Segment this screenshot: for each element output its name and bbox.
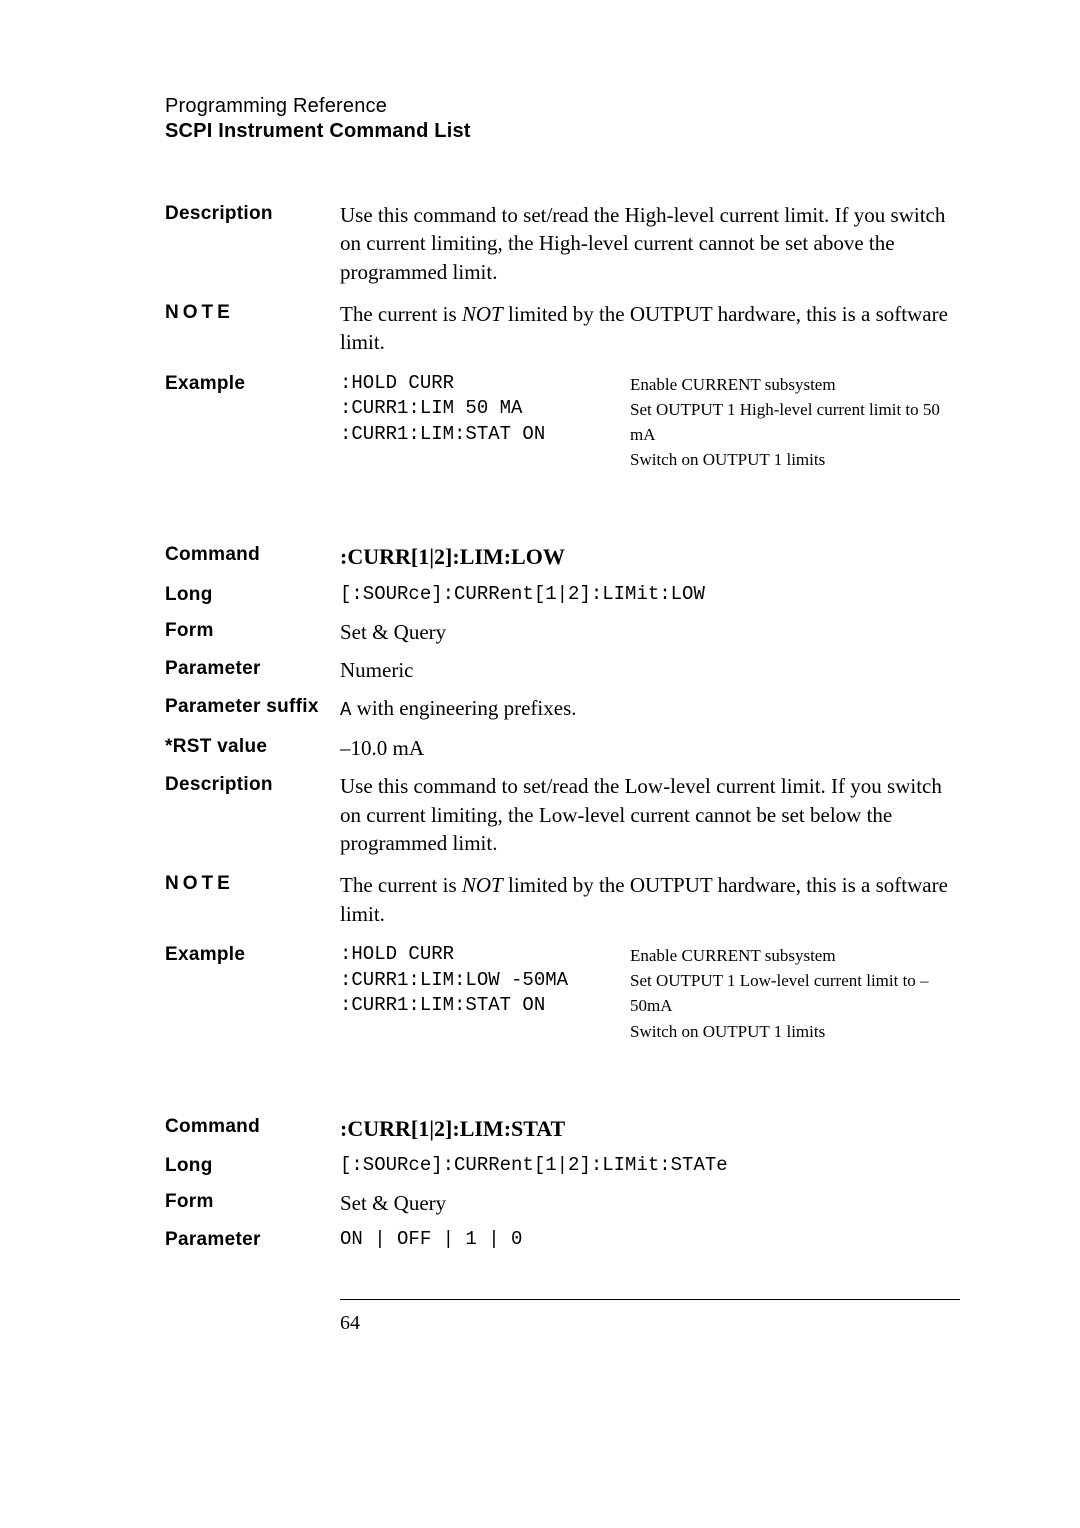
code-line-2: :CURR1:LIM 50 MA <box>340 396 630 422</box>
label-example-2: Example <box>165 942 340 966</box>
text-note-2: The current is NOT limited by the OUTPUT… <box>340 871 960 928</box>
label-rst: *RST value <box>165 734 340 758</box>
form-value: Set & Query <box>340 618 960 646</box>
header: Programming Reference SCPI Instrument Co… <box>165 95 960 143</box>
row-example: Example :HOLD CURR :CURR1:LIM 50 MA :CUR… <box>165 371 960 473</box>
header-subtitle: SCPI Instrument Command List <box>165 120 960 143</box>
note-not-2: NOT <box>462 873 503 897</box>
label-command: Command <box>165 542 340 566</box>
code-line-3b: :CURR1:LIM:STAT ON <box>340 993 630 1019</box>
code-line-2b: :CURR1:LIM:LOW -50MA <box>340 968 630 994</box>
separator <box>340 1299 960 1300</box>
desc-line-2b: Set OUTPUT 1 Low-level current limit to … <box>630 968 960 1018</box>
row-command-3: Command :CURR[1|2]:LIM:STAT <box>165 1114 960 1144</box>
label-long-3: Long <box>165 1153 340 1177</box>
section-high-level: Description Use this command to set/read… <box>165 201 960 472</box>
label-command-3: Command <box>165 1114 340 1138</box>
long-value-3: [:SOURce]:CURRent[1|2]:LIMit:STATe <box>340 1153 960 1179</box>
label-form: Form <box>165 618 340 642</box>
page-number: 64 <box>340 1312 960 1335</box>
label-form-3: Form <box>165 1189 340 1213</box>
label-long: Long <box>165 582 340 606</box>
example-columns: :HOLD CURR :CURR1:LIM 50 MA :CURR1:LIM:S… <box>340 371 960 473</box>
row-parameter-3: Parameter ON | OFF | 1 | 0 <box>165 1227 960 1253</box>
code-line-1: :HOLD CURR <box>340 371 630 397</box>
label-note: NOTE <box>165 300 340 324</box>
desc-line-2: Set OUTPUT 1 High-level current limit to… <box>630 397 960 447</box>
label-parameter: Parameter <box>165 656 340 680</box>
example-desc: Enable CURRENT subsystem Set OUTPUT 1 Hi… <box>630 371 960 473</box>
label-parameter-3: Parameter <box>165 1227 340 1251</box>
desc-line-1b: Enable CURRENT subsystem <box>630 943 960 968</box>
row-long: Long [:SOURce]:CURRent[1|2]:LIMit:LOW <box>165 582 960 608</box>
rst-value: –10.0 mA <box>340 734 960 762</box>
text-description-2: Use this command to set/read the Low-lev… <box>340 772 960 857</box>
label-example: Example <box>165 371 340 395</box>
example-columns-2: :HOLD CURR :CURR1:LIM:LOW -50MA :CURR1:L… <box>340 942 960 1044</box>
row-form: Form Set & Query <box>165 618 960 646</box>
header-title: Programming Reference <box>165 95 960 118</box>
text-note: The current is NOT limited by the OUTPUT… <box>340 300 960 357</box>
example-desc-2: Enable CURRENT subsystem Set OUTPUT 1 Lo… <box>630 942 960 1044</box>
desc-line-3b: Switch on OUTPUT 1 limits <box>630 1019 960 1044</box>
label-note-2: NOTE <box>165 871 340 895</box>
section-lim-stat: Command :CURR[1|2]:LIM:STAT Long [:SOURc… <box>165 1114 960 1253</box>
note-part-a: The current is <box>340 302 462 326</box>
row-note: NOTE The current is NOT limited by the O… <box>165 300 960 357</box>
note-part-a-2: The current is <box>340 873 462 897</box>
suffix-text: with engineering prefixes. <box>351 696 576 720</box>
page: Programming Reference SCPI Instrument Co… <box>0 0 1080 1528</box>
parameter-value: Numeric <box>340 656 960 684</box>
row-long-3: Long [:SOURce]:CURRent[1|2]:LIMit:STATe <box>165 1153 960 1179</box>
suffix-a: A <box>340 699 351 721</box>
row-example-2: Example :HOLD CURR :CURR1:LIM:LOW -50MA … <box>165 942 960 1044</box>
note-not: NOT <box>462 302 503 326</box>
text-description: Use this command to set/read the High-le… <box>340 201 960 286</box>
code-line-3: :CURR1:LIM:STAT ON <box>340 422 630 448</box>
row-rst: *RST value –10.0 mA <box>165 734 960 762</box>
parameter-value-3: ON | OFF | 1 | 0 <box>340 1227 960 1253</box>
command-value-3: :CURR[1|2]:LIM:STAT <box>340 1114 960 1144</box>
label-description: Description <box>165 201 340 225</box>
form-value-3: Set & Query <box>340 1189 960 1217</box>
row-parameter: Parameter Numeric <box>165 656 960 684</box>
example-code: :HOLD CURR :CURR1:LIM 50 MA :CURR1:LIM:S… <box>340 371 630 473</box>
row-command: Command :CURR[1|2]:LIM:LOW <box>165 542 960 572</box>
code-line-1b: :HOLD CURR <box>340 942 630 968</box>
label-parameter-suffix: Parameter suffix <box>165 694 340 718</box>
desc-line-3: Switch on OUTPUT 1 limits <box>630 447 960 472</box>
row-form-3: Form Set & Query <box>165 1189 960 1217</box>
example-code-2: :HOLD CURR :CURR1:LIM:LOW -50MA :CURR1:L… <box>340 942 630 1044</box>
row-parameter-suffix: Parameter suffix A with engineering pref… <box>165 694 960 724</box>
row-description-2: Description Use this command to set/read… <box>165 772 960 857</box>
label-description-2: Description <box>165 772 340 796</box>
section-lim-low: Command :CURR[1|2]:LIM:LOW Long [:SOURce… <box>165 542 960 1043</box>
row-note-2: NOTE The current is NOT limited by the O… <box>165 871 960 928</box>
command-value: :CURR[1|2]:LIM:LOW <box>340 542 960 572</box>
long-value: [:SOURce]:CURRent[1|2]:LIMit:LOW <box>340 582 960 608</box>
parameter-suffix-value: A with engineering prefixes. <box>340 694 960 724</box>
desc-line-1: Enable CURRENT subsystem <box>630 372 960 397</box>
row-description: Description Use this command to set/read… <box>165 201 960 286</box>
